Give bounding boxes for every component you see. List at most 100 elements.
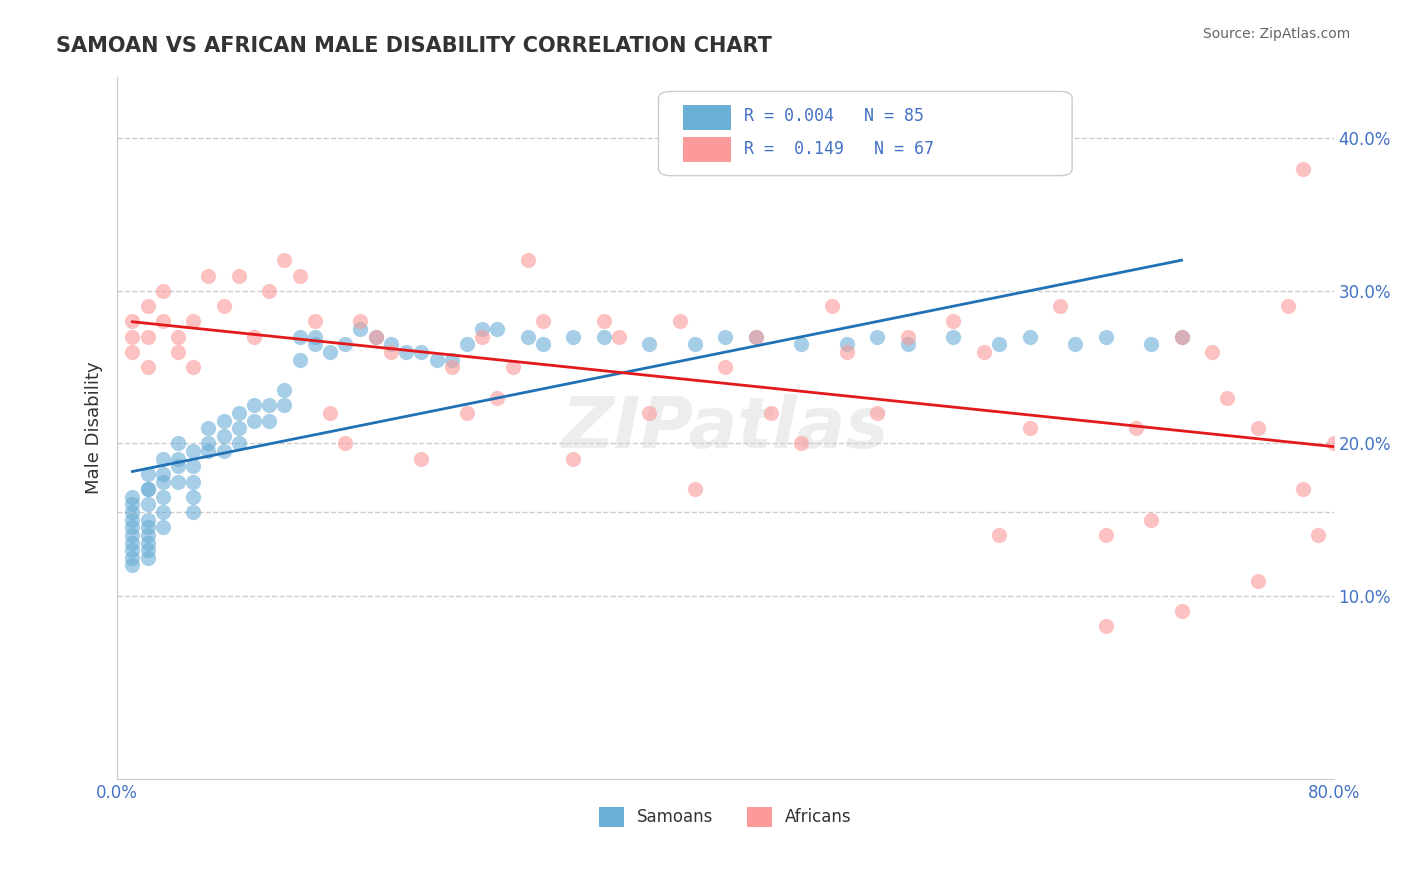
Point: [592, 314, 614, 328]
Point: [167, 345, 190, 359]
Point: [212, 444, 235, 458]
Point: [136, 360, 159, 375]
Point: [1216, 391, 1239, 405]
Point: [167, 459, 190, 474]
Point: [121, 490, 143, 504]
Point: [136, 482, 159, 496]
Point: [319, 345, 342, 359]
Point: [349, 314, 371, 328]
Point: [471, 329, 494, 343]
Point: [562, 451, 585, 466]
FancyBboxPatch shape: [683, 137, 731, 161]
Point: [516, 253, 538, 268]
Point: [181, 490, 204, 504]
Point: [607, 329, 630, 343]
Point: [1308, 528, 1330, 542]
Text: R = 0.004   N = 85: R = 0.004 N = 85: [744, 107, 924, 125]
Point: [181, 444, 204, 458]
Point: [456, 337, 478, 351]
Point: [1094, 619, 1116, 633]
Point: [440, 360, 463, 375]
Point: [288, 329, 311, 343]
Point: [790, 337, 813, 351]
Point: [273, 383, 295, 397]
Point: [1170, 604, 1192, 618]
Point: [136, 467, 159, 481]
Point: [152, 475, 174, 489]
Point: [942, 314, 965, 328]
Point: [349, 322, 371, 336]
Point: [152, 284, 174, 298]
Point: [835, 345, 858, 359]
Point: [167, 436, 190, 450]
Point: [121, 558, 143, 573]
Point: [866, 406, 889, 420]
Point: [1018, 421, 1040, 435]
Point: [335, 436, 357, 450]
Text: Source: ZipAtlas.com: Source: ZipAtlas.com: [1202, 27, 1350, 41]
Point: [1170, 329, 1192, 343]
Point: [167, 451, 190, 466]
Point: [531, 314, 554, 328]
Point: [1094, 329, 1116, 343]
Point: [668, 314, 690, 328]
Point: [181, 314, 204, 328]
Point: [1094, 528, 1116, 542]
Point: [638, 337, 661, 351]
Legend: Samoans, Africans: Samoans, Africans: [592, 800, 859, 834]
Point: [121, 528, 143, 542]
Point: [243, 413, 266, 427]
Point: [1064, 337, 1087, 351]
Point: [502, 360, 524, 375]
Point: [1140, 513, 1163, 527]
Point: [121, 345, 143, 359]
Point: [152, 490, 174, 504]
Point: [1292, 161, 1315, 176]
Point: [228, 268, 250, 283]
Point: [1049, 299, 1071, 313]
Point: [380, 337, 402, 351]
Point: [471, 322, 494, 336]
Point: [257, 413, 280, 427]
Point: [136, 498, 159, 512]
Point: [257, 398, 280, 412]
Point: [456, 406, 478, 420]
Point: [197, 421, 219, 435]
Point: [167, 475, 190, 489]
Point: [973, 345, 995, 359]
Point: [136, 528, 159, 542]
Point: [866, 329, 889, 343]
Point: [181, 360, 204, 375]
Point: [136, 543, 159, 558]
Point: [152, 451, 174, 466]
Point: [395, 345, 418, 359]
Point: [181, 475, 204, 489]
Point: [1277, 299, 1299, 313]
Point: [121, 505, 143, 519]
Point: [335, 337, 357, 351]
Point: [897, 337, 920, 351]
Point: [121, 513, 143, 527]
Point: [228, 421, 250, 435]
Point: [638, 406, 661, 420]
Point: [486, 391, 509, 405]
Point: [257, 284, 280, 298]
Point: [745, 329, 768, 343]
Point: [1292, 482, 1315, 496]
Text: R =  0.149   N = 67: R = 0.149 N = 67: [744, 140, 934, 158]
Point: [212, 299, 235, 313]
Point: [121, 314, 143, 328]
Point: [714, 360, 737, 375]
Point: [531, 337, 554, 351]
Point: [1140, 337, 1163, 351]
Point: [835, 337, 858, 351]
Point: [486, 322, 509, 336]
Point: [1170, 329, 1192, 343]
Point: [1323, 436, 1346, 450]
Point: [1246, 421, 1268, 435]
Point: [988, 528, 1011, 542]
Point: [683, 337, 706, 351]
Point: [942, 329, 965, 343]
Point: [228, 436, 250, 450]
Point: [592, 329, 614, 343]
